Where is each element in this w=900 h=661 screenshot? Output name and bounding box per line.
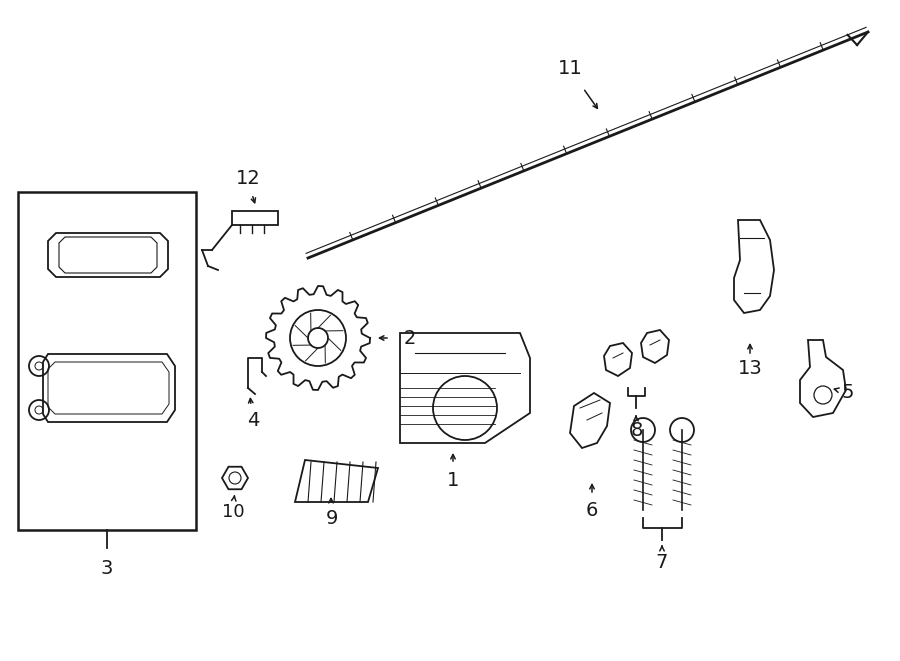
Text: 11: 11: [558, 59, 582, 77]
Text: 13: 13: [738, 358, 762, 377]
Text: 12: 12: [236, 169, 260, 188]
Bar: [18, 192, 196, 530]
Text: 8: 8: [631, 420, 644, 440]
Text: 3: 3: [101, 559, 113, 578]
Text: 1: 1: [446, 471, 459, 490]
Text: 10: 10: [221, 503, 244, 521]
Text: 9: 9: [326, 508, 338, 527]
Text: 7: 7: [656, 553, 668, 572]
Text: 2: 2: [404, 329, 416, 348]
Text: 5: 5: [842, 383, 854, 401]
Text: 4: 4: [247, 410, 259, 430]
Text: 6: 6: [586, 500, 598, 520]
